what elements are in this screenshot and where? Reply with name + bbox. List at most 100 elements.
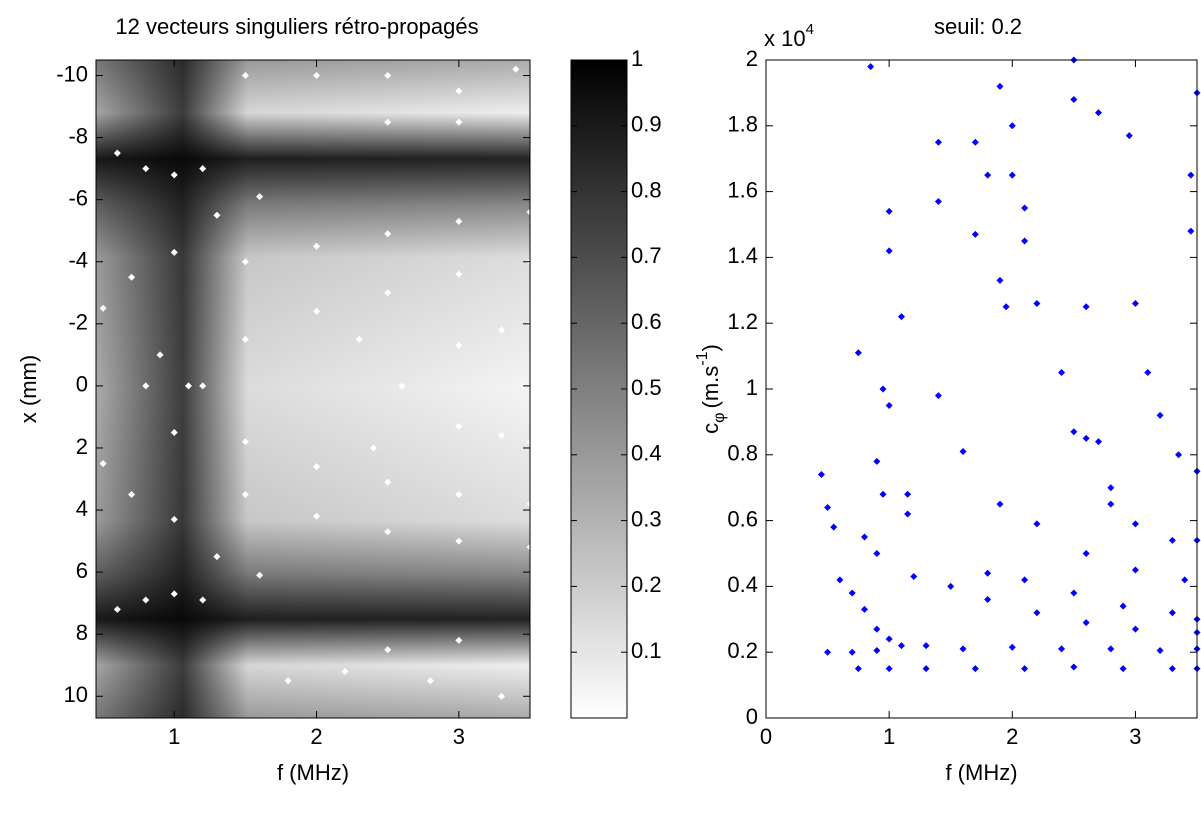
point (959, 645, 967, 653)
point (1107, 645, 1115, 653)
point (879, 490, 887, 498)
point (455, 270, 463, 278)
y-label-end: ) (698, 344, 723, 351)
point (1070, 428, 1078, 436)
y-tick-label: 2 (76, 434, 88, 459)
point (384, 478, 392, 486)
y-tick-label: 0.4 (727, 572, 758, 597)
y-tick-label: 4 (76, 496, 88, 521)
point (873, 550, 881, 557)
point (984, 171, 992, 179)
point (170, 248, 178, 256)
point (455, 118, 463, 126)
point (1002, 303, 1010, 311)
point (885, 247, 893, 255)
point (1156, 411, 1164, 419)
point (897, 642, 905, 650)
y-tick-label: 1.2 (727, 309, 758, 334)
point (241, 438, 249, 446)
y-label-unit: (m.s (698, 366, 723, 409)
point (498, 432, 506, 440)
point (512, 65, 520, 73)
point (384, 528, 392, 536)
point (184, 382, 192, 390)
point (241, 335, 249, 343)
point (142, 596, 150, 604)
point (1033, 299, 1041, 307)
point (384, 289, 392, 297)
point (1094, 438, 1102, 446)
point (934, 197, 942, 205)
point (1021, 665, 1029, 673)
point (971, 230, 979, 238)
point (984, 596, 992, 604)
point (947, 582, 955, 590)
point (824, 648, 832, 656)
y-tick-label: 6 (76, 558, 88, 583)
point (836, 576, 844, 584)
point (199, 382, 207, 390)
point (199, 596, 207, 604)
point (910, 573, 918, 581)
point (873, 625, 881, 633)
x-axis-label: f (MHz) (277, 760, 349, 785)
point (128, 273, 136, 281)
point (313, 72, 321, 80)
point (241, 491, 249, 499)
point (1175, 451, 1183, 459)
y-label-sup: -1 (694, 351, 711, 365)
point (854, 665, 862, 673)
heatmap-shade (96, 60, 530, 718)
point (885, 207, 893, 215)
point (885, 635, 893, 643)
point (996, 500, 1004, 508)
point (113, 149, 121, 157)
point (1168, 665, 1176, 673)
point (1008, 171, 1016, 179)
point (455, 217, 463, 225)
point (170, 428, 178, 436)
y-tick-label: 8 (76, 620, 88, 645)
point (241, 72, 249, 80)
point (99, 459, 107, 467)
point (861, 533, 869, 541)
colorbar-tick-label: 0.3 (631, 506, 662, 531)
x-tick-label: 1 (883, 724, 895, 749)
y-tick-label: -2 (68, 310, 88, 335)
point (1168, 536, 1176, 544)
point (355, 335, 363, 343)
point (519, 382, 527, 390)
point (848, 648, 856, 656)
colorbar-tick-label: 0.8 (631, 177, 662, 202)
point (170, 515, 178, 523)
point (1082, 434, 1090, 442)
point (1021, 237, 1029, 245)
y-tick-label: -4 (68, 248, 88, 273)
point (1008, 122, 1016, 130)
point (885, 665, 893, 673)
colorbar-tick-label: 0.2 (631, 572, 662, 597)
y-tick-label: -10 (56, 61, 88, 86)
point (1107, 500, 1115, 508)
x-tick-label: 0 (760, 724, 772, 749)
point (1058, 645, 1066, 653)
multiplier-base: x 10 (764, 26, 806, 51)
point (817, 471, 825, 479)
y-axis-label: cφ (m.s-1) (694, 344, 728, 434)
point (1070, 663, 1078, 671)
point (384, 230, 392, 238)
y-tick-label: 0.2 (727, 638, 758, 663)
point (213, 553, 221, 561)
point (142, 165, 150, 173)
y-label-sub: φ (711, 412, 728, 422)
point (830, 523, 838, 531)
point (934, 392, 942, 400)
y-tick-label: 0 (76, 372, 88, 397)
point (1082, 303, 1090, 311)
point (426, 677, 434, 685)
point (1070, 95, 1078, 103)
point (199, 165, 207, 173)
point (384, 118, 392, 126)
point (996, 276, 1004, 284)
